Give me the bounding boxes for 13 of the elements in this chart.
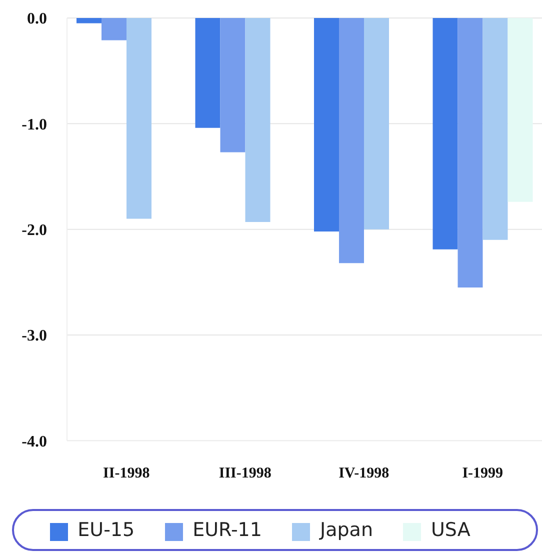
x-tick-label: II-1998 <box>103 465 150 482</box>
legend-label: EUR-11 <box>192 518 262 541</box>
x-tick-label: I-1999 <box>462 465 504 482</box>
y-tick-label: -4.0 <box>22 433 47 450</box>
y-tick-label: 0.0 <box>27 10 47 28</box>
x-tick-label: IV-1998 <box>338 465 390 482</box>
legend-label: Japan <box>320 518 373 541</box>
y-tick-label: -1.0 <box>22 116 47 134</box>
legend-label: USA <box>431 518 470 541</box>
legend-label: EU-15 <box>78 518 135 541</box>
x-tick-label: III-1998 <box>218 465 272 482</box>
y-tick-label: -3.0 <box>22 328 47 345</box>
y-tick-label: -2.0 <box>22 222 47 240</box>
